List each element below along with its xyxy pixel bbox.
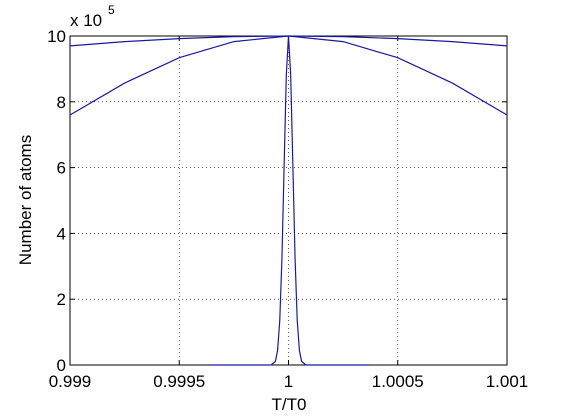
y-tick-label: 4 — [57, 224, 66, 243]
y-tick-label: 8 — [57, 93, 66, 112]
x-tick-label: 0.9995 — [153, 372, 205, 391]
y-tick-label: 2 — [57, 290, 66, 309]
x-tick-label: 1 — [284, 372, 293, 391]
y-axis-label: Number of atoms — [16, 135, 35, 265]
y-tick-label: 0 — [57, 356, 66, 375]
series-line — [69, 35, 508, 47]
y-exponent-base: x 10 — [70, 11, 102, 30]
y-tick-label: 6 — [57, 159, 66, 178]
y-tick-label: 10 — [47, 27, 66, 46]
y-exponent: 5 — [108, 3, 115, 17]
x-tick-label: 1.001 — [486, 372, 529, 391]
x-tick-label: 1.0005 — [372, 372, 424, 391]
x-tick-label: 0.999 — [49, 372, 92, 391]
x-axis-label: T/T0 — [272, 395, 307, 414]
